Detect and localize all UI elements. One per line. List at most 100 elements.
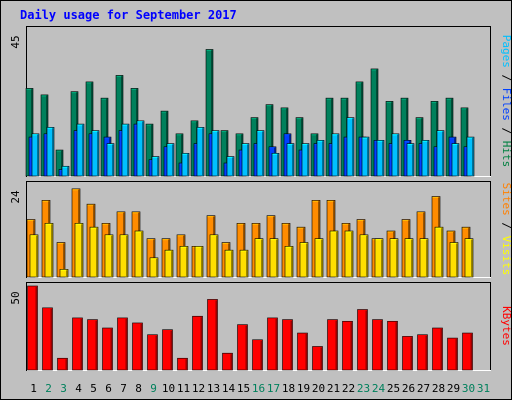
- bar-sites-visits-sites-day-17: [269, 238, 279, 278]
- bar-sites-visits-sites-day-18: [284, 246, 294, 278]
- bar-hits-files-pages-pages-day-26: [406, 143, 415, 177]
- day-label-8: 8: [135, 382, 142, 395]
- day-label-17: 17: [267, 382, 280, 395]
- day-labels: 1 2 3 4 5 6 7 8 9 10 11 12 13 14 15 16 17 18 19 20 21 22 23 24 2…: [30, 382, 490, 395]
- bar-kbytes-kbytes-day-10: [162, 329, 173, 371]
- bar-kbytes-kbytes-day-28: [432, 327, 443, 371]
- day-label-11: 11: [177, 382, 190, 395]
- panel-hits-files-pages-ymax-label: 45: [9, 35, 22, 48]
- day-label-27: 27: [417, 382, 430, 395]
- bar-sites-visits-sites-day-1: [29, 234, 39, 278]
- bar-hits-files-pages-pages-day-28: [436, 130, 445, 177]
- bar-kbytes-kbytes-day-26: [402, 336, 413, 371]
- bar-hits-files-pages-pages-day-7: [121, 123, 130, 177]
- day-label-3: 3: [60, 382, 67, 395]
- side-label-visits: Visits: [500, 236, 512, 276]
- bar-sites-visits-sites-day-11: [179, 246, 189, 278]
- bar-kbytes-kbytes-day-13: [207, 299, 218, 371]
- panel-hits-files-pages: 45 Pages / Files / Hits: [9, 26, 512, 177]
- day-label-12: 12: [192, 382, 205, 395]
- bar-kbytes-kbytes-day-21: [327, 319, 338, 371]
- day-label-14: 14: [222, 382, 236, 395]
- bar-sites-visits-sites-day-7: [119, 234, 129, 278]
- bar-hits-files-pages-pages-day-18: [286, 143, 295, 177]
- bar-hits-files-pages-pages-day-9: [151, 156, 160, 177]
- bar-hits-files-pages-pages-day-21: [331, 133, 340, 177]
- bar-hits-files-pages-pages-day-11: [181, 152, 190, 177]
- day-label-20: 20: [312, 382, 325, 395]
- bar-hits-files-pages-pages-day-19: [301, 143, 310, 177]
- panel-sites-visits-side-label: Sites / Visits: [500, 183, 512, 276]
- day-label-9: 9: [150, 382, 157, 395]
- bar-sites-visits-sites-day-23: [359, 234, 369, 278]
- chart-panels: 45 Pages / Files / Hits 24 Sites / Visits 50…: [9, 26, 512, 371]
- bar-hits-files-pages-pages-day-6: [106, 143, 115, 177]
- bar-kbytes-kbytes-day-17: [267, 317, 278, 371]
- day-label-4: 4: [75, 382, 82, 395]
- bar-sites-visits-sites-day-6: [104, 234, 114, 278]
- day-label-31: 31: [477, 382, 490, 395]
- bar-kbytes-kbytes-day-3: [57, 357, 68, 371]
- bar-kbytes-kbytes-day-7: [117, 317, 128, 371]
- bar-kbytes-kbytes-day-16: [252, 339, 263, 371]
- day-label-5: 5: [90, 382, 97, 395]
- bar-kbytes-kbytes-day-9: [147, 334, 158, 371]
- bar-sites-visits-sites-day-19: [299, 242, 309, 278]
- side-label-sites: Sites: [500, 183, 512, 216]
- side-label-pages: Pages: [500, 35, 512, 68]
- bar-hits-files-pages-pages-day-29: [451, 143, 460, 177]
- bar-sites-visits-sites-day-10: [164, 249, 174, 278]
- day-label-2: 2: [45, 382, 52, 395]
- bar-kbytes-kbytes-day-18: [282, 319, 293, 371]
- bar-kbytes-kbytes-day-20: [312, 346, 323, 371]
- bar-hits-files-pages-pages-day-4: [76, 123, 85, 177]
- bar-hits-files-pages-pages-day-27: [421, 140, 430, 177]
- bar-hits-files-pages-pages-day-5: [91, 130, 100, 177]
- day-label-19: 19: [297, 382, 310, 395]
- day-label-1: 1: [30, 382, 37, 395]
- bar-hits-files-pages-pages-day-8: [136, 120, 145, 177]
- day-label-13: 13: [207, 382, 220, 395]
- panel-kbytes: 50 KBytes: [9, 282, 512, 371]
- day-label-22: 22: [342, 382, 355, 395]
- bar-sites-visits-sites-day-14: [224, 249, 234, 278]
- day-label-28: 28: [432, 382, 445, 395]
- side-label-hits: Hits: [500, 141, 512, 168]
- bar-kbytes-kbytes-day-8: [132, 322, 143, 371]
- bar-hits-files-pages-pages-day-25: [391, 133, 400, 177]
- day-label-15: 15: [237, 382, 250, 395]
- bar-hits-files-pages-pages-day-2: [46, 127, 55, 177]
- day-label-24: 24: [372, 382, 386, 395]
- bar-hits-files-pages-pages-day-24: [376, 140, 385, 177]
- day-label-10: 10: [162, 382, 175, 395]
- bar-kbytes-kbytes-day-27: [417, 334, 428, 371]
- day-label-7: 7: [120, 382, 127, 395]
- side-label-kbytes: KBytes: [500, 306, 512, 346]
- bar-hits-files-pages-pages-day-17: [271, 152, 280, 177]
- bar-sites-visits-sites-day-2: [44, 223, 54, 278]
- bar-sites-visits-sites-day-22: [344, 230, 354, 278]
- bar-kbytes-kbytes-day-22: [342, 320, 353, 371]
- bar-sites-visits-sites-day-24: [374, 238, 384, 278]
- day-label-25: 25: [387, 382, 400, 395]
- bar-kbytes-kbytes-day-12: [192, 315, 203, 371]
- side-label-files: Files: [500, 88, 512, 121]
- side-label-separator: /: [500, 216, 512, 236]
- bar-kbytes-kbytes-day-6: [102, 327, 113, 371]
- day-label-26: 26: [402, 382, 415, 395]
- bar-hits-files-pages-pages-day-16: [256, 130, 265, 177]
- bar-sites-visits-sites-day-30: [464, 238, 474, 278]
- bar-hits-files-pages-pages-day-13: [211, 130, 220, 177]
- bar-sites-visits-sites-day-26: [404, 238, 414, 278]
- panel-hits-files-pages-side-label: Pages / Files / Hits: [500, 35, 512, 168]
- bar-sites-visits-sites-day-13: [209, 234, 219, 278]
- panel-kbytes-side-label: KBytes: [500, 306, 512, 346]
- panel-kbytes-ymax-label: 50: [9, 291, 22, 304]
- bar-kbytes-kbytes-day-11: [177, 357, 188, 371]
- bar-hits-files-pages-pages-day-12: [196, 127, 205, 177]
- bar-sites-visits-sites-day-5: [89, 226, 99, 278]
- bar-sites-visits-sites-day-29: [449, 242, 459, 278]
- side-label-separator: /: [500, 121, 512, 141]
- bar-sites-visits-sites-day-8: [134, 230, 144, 278]
